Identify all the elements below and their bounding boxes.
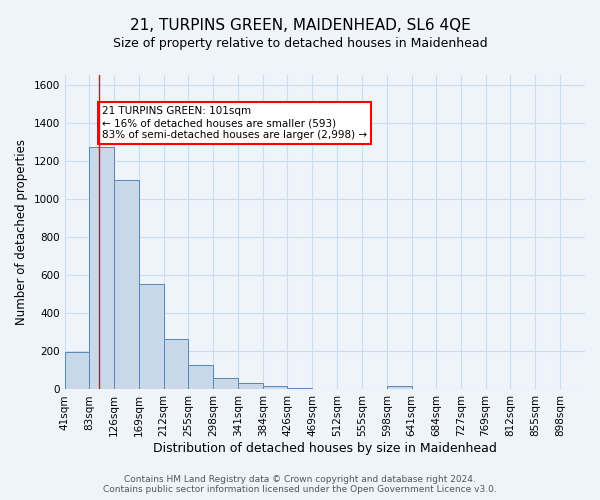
Bar [89, 148, 114, 390]
Text: Size of property relative to detached houses in Maidenhead: Size of property relative to detached ho… [113, 38, 487, 51]
Text: Contains HM Land Registry data © Crown copyright and database right 2024.
Contai: Contains HM Land Registry data © Crown c… [103, 474, 497, 494]
Bar [263, 386, 287, 390]
Bar [164, 339, 188, 390]
Bar [238, 384, 263, 390]
Y-axis label: Number of detached properties: Number of detached properties [15, 139, 28, 325]
Bar [188, 364, 213, 390]
Text: 21, TURPINS GREEN, MAIDENHEAD, SL6 4QE: 21, TURPINS GREEN, MAIDENHEAD, SL6 4QE [130, 18, 470, 32]
Bar [386, 386, 412, 390]
Bar [213, 378, 238, 390]
Bar [139, 284, 164, 390]
Bar [560, 388, 585, 390]
Bar [114, 180, 139, 390]
Bar [287, 388, 312, 390]
X-axis label: Distribution of detached houses by size in Maidenhead: Distribution of detached houses by size … [153, 442, 497, 455]
Text: 21 TURPINS GREEN: 101sqm
← 16% of detached houses are smaller (593)
83% of semi-: 21 TURPINS GREEN: 101sqm ← 16% of detach… [102, 106, 367, 140]
Bar [65, 352, 89, 390]
